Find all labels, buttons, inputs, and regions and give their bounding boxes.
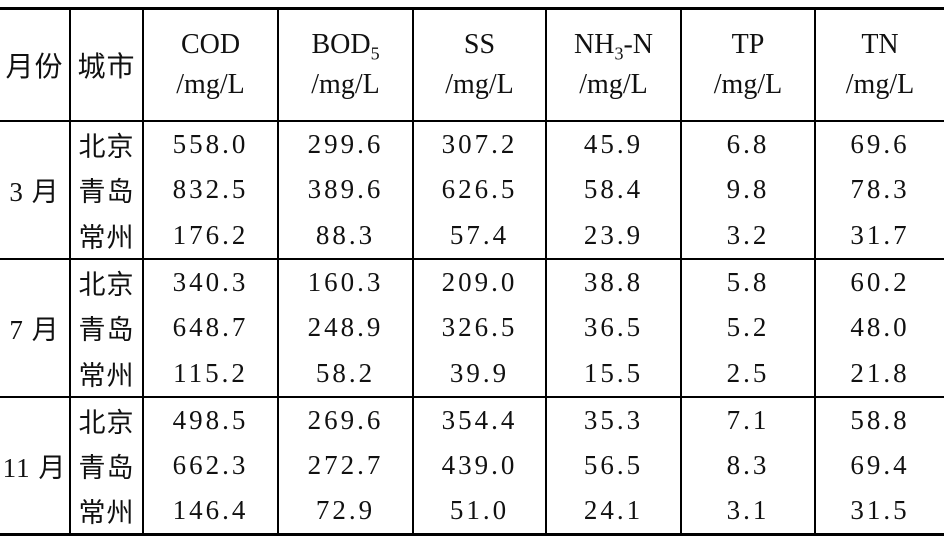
header-col-tp-name: TP xyxy=(731,28,765,60)
value-cell: 498.5 xyxy=(143,396,279,443)
header-col-nh3n-name: NH3-N xyxy=(574,28,653,64)
value-cell: 5.2 xyxy=(681,304,816,351)
city-cell: 北京 xyxy=(70,120,144,167)
table-row: 3 月 北京 558.0 299.6 307.2 45.9 6.8 69.6 xyxy=(0,120,944,260)
city-cell: 常州 xyxy=(70,488,144,535)
header-month: 月份 xyxy=(0,8,71,122)
table-row: 7 月 北京 340.3 160.3 209.0 38.8 5.8 60.2 xyxy=(0,258,944,398)
value-cell: 7.1 xyxy=(681,396,816,443)
value-cell: 146.4 xyxy=(143,488,279,535)
city-cell: 青岛 xyxy=(70,442,144,489)
month-cell: 7 月 xyxy=(0,258,71,398)
city-cell: 常州 xyxy=(70,350,144,398)
value-cell: 58.4 xyxy=(546,166,682,213)
header-col-cod-unit: /mg/L xyxy=(176,68,245,100)
value-cell: 31.7 xyxy=(815,212,944,260)
table-row: 常州 176.2 88.3 57.4 23.9 3.2 31.7 xyxy=(0,212,944,260)
header-col-ss: SS /mg/L xyxy=(413,8,547,122)
value-cell: 60.2 xyxy=(850,266,910,297)
value-cell: 72.9 xyxy=(278,488,414,535)
value-cell: 45.9 xyxy=(546,120,682,167)
header-col-bod5-name: BOD5 xyxy=(311,28,380,64)
value-cell: 354.4 xyxy=(413,396,547,443)
value-cell: 51.0 xyxy=(413,488,547,535)
header-col-bod5-unit: /mg/L xyxy=(311,68,380,100)
value-cell: 48.0 xyxy=(850,312,910,342)
table-row: 11 月 北京 498.5 269.6 354.4 35.3 7.1 58.8 xyxy=(0,396,944,536)
value-cell: 3.1 xyxy=(681,488,816,535)
value-cell: 326.5 xyxy=(413,304,547,351)
value-cell: 38.8 xyxy=(546,258,682,305)
value-cell: 626.5 xyxy=(413,166,547,213)
value-cell: 648.7 xyxy=(143,304,279,351)
value-cell: 115.2 xyxy=(143,350,279,398)
value-cell: 78.3 xyxy=(850,174,910,204)
value-cell: 56.5 xyxy=(546,442,682,489)
table-row: 常州 146.4 72.9 51.0 24.1 3.1 31.5 xyxy=(0,488,944,535)
header-col-cod-name: COD xyxy=(180,28,241,60)
value-cell: 558.0 xyxy=(143,120,279,167)
value-cell: 69.6 xyxy=(850,128,910,159)
city-cell: 青岛 xyxy=(70,304,144,351)
table-row: 常州 115.2 58.2 39.9 15.5 2.5 21.8 xyxy=(0,350,944,398)
value-cell: 35.3 xyxy=(546,396,682,443)
city-cell: 北京 xyxy=(70,396,144,443)
value-cell: 272.7 xyxy=(278,442,414,489)
header-col-tn-name: TN xyxy=(861,28,899,60)
header-month-label: 月份 xyxy=(5,51,64,83)
value-cell: 23.9 xyxy=(546,212,682,260)
header-city-label: 城市 xyxy=(77,51,136,83)
value-cell: 6.8 xyxy=(681,120,816,167)
value-cell: 662.3 xyxy=(143,442,279,489)
table-row: 青岛 648.7 248.9 326.5 36.5 5.2 48.0 xyxy=(0,304,944,351)
value-cell: 209.0 xyxy=(413,258,547,305)
value-cell: 21.8 xyxy=(815,350,944,398)
value-cell: 307.2 xyxy=(413,120,547,167)
value-cell: 24.1 xyxy=(546,488,682,535)
value-cell: 8.3 xyxy=(681,442,816,489)
value-cell: 58.2 xyxy=(278,350,414,398)
value-cell: 299.6 xyxy=(278,120,414,167)
value-cell: 832.5 xyxy=(143,166,279,213)
header-col-ss-name: SS xyxy=(463,28,496,60)
month-cell: 3 月 xyxy=(0,120,71,260)
header-col-nh3n-unit: /mg/L xyxy=(579,68,648,100)
value-cell: 15.5 xyxy=(546,350,682,398)
header-col-ss-unit: /mg/L xyxy=(445,68,514,100)
table-row: 青岛 832.5 389.6 626.5 58.4 9.8 78.3 xyxy=(0,166,944,213)
value-cell: 88.3 xyxy=(278,212,414,260)
city-cell: 北京 xyxy=(70,258,144,305)
value-cell: 36.5 xyxy=(546,304,682,351)
header-col-cod: COD /mg/L xyxy=(143,8,279,122)
month-cell: 11 月 xyxy=(0,396,71,536)
value-cell: 31.5 xyxy=(850,495,910,526)
value-cell: 3.2 xyxy=(681,212,816,260)
water-quality-table: 月份 城市 COD /mg/L BOD5 /mg/L SS /mg/L NH3-… xyxy=(0,7,944,536)
value-cell: 176.2 xyxy=(143,212,279,260)
value-cell: 39.9 xyxy=(413,350,547,398)
header-row: 月份 城市 COD /mg/L BOD5 /mg/L SS /mg/L NH3-… xyxy=(0,8,944,122)
table-row: 青岛 662.3 272.7 439.0 56.5 8.3 69.4 xyxy=(0,442,944,489)
value-cell: 389.6 xyxy=(278,166,414,213)
value-cell: 248.9 xyxy=(278,304,414,351)
value-cell: 269.6 xyxy=(278,396,414,443)
header-col-bod5: BOD5 /mg/L xyxy=(278,8,414,122)
header-city: 城市 xyxy=(70,8,144,122)
value-cell: 2.5 xyxy=(681,350,816,398)
value-cell: 160.3 xyxy=(278,258,414,305)
header-col-tn: TN /mg/L xyxy=(815,8,944,122)
value-cell: 5.8 xyxy=(681,258,816,305)
header-col-nh3n: NH3-N /mg/L xyxy=(546,8,682,122)
value-cell: 57.4 xyxy=(413,212,547,260)
header-col-tn-unit: /mg/L xyxy=(845,68,915,100)
value-cell: 439.0 xyxy=(413,442,547,489)
header-col-tp-unit: /mg/L xyxy=(713,68,783,100)
value-cell: 9.8 xyxy=(681,166,816,213)
city-cell: 常州 xyxy=(70,212,144,260)
value-cell: 58.8 xyxy=(850,404,910,435)
header-col-tp: TP /mg/L xyxy=(681,8,816,122)
city-cell: 青岛 xyxy=(70,166,144,213)
value-cell: 340.3 xyxy=(143,258,279,305)
value-cell: 69.4 xyxy=(850,450,910,480)
